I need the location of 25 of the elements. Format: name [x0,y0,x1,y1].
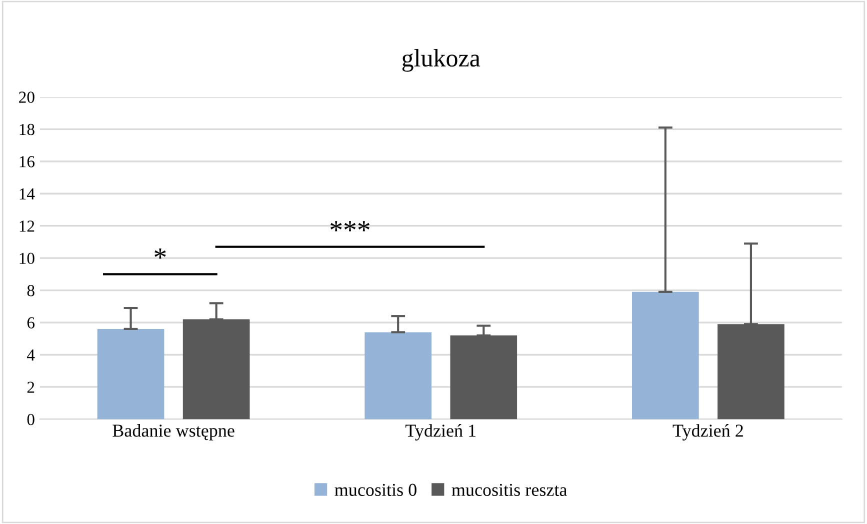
y-tick-label: 8 [27,284,34,296]
y-tick-label: 4 [27,350,35,361]
bar [632,292,699,420]
legend-label: mucositis 0 [334,484,416,496]
y-tick-label: 2 [27,382,34,393]
y-tick-label: 16 [20,156,35,168]
legend-label: mucositis reszta [452,484,567,496]
bar [182,319,250,420]
bar [364,332,432,420]
bar [718,324,784,420]
chart-title: glukoza [402,49,480,72]
x-tick-label: Tydzień 2 [672,424,743,441]
annotation: *** [330,221,370,232]
y-tick-label: 0 [27,414,34,426]
y-tick-label: 18 [20,124,34,136]
y-tick-label: 12 [20,220,34,232]
y-tick-label: 14 [20,188,35,200]
y-tick-label: 10 [20,252,34,264]
bar [450,335,518,420]
y-tick-label: 20 [19,92,34,103]
bar [97,328,164,420]
y-tick-label: 6 [27,317,35,328]
annotation: * [154,248,166,259]
x-tick-label: Badanie wstępne [112,424,234,440]
x-tick-label: Tydzień 1 [405,424,476,441]
